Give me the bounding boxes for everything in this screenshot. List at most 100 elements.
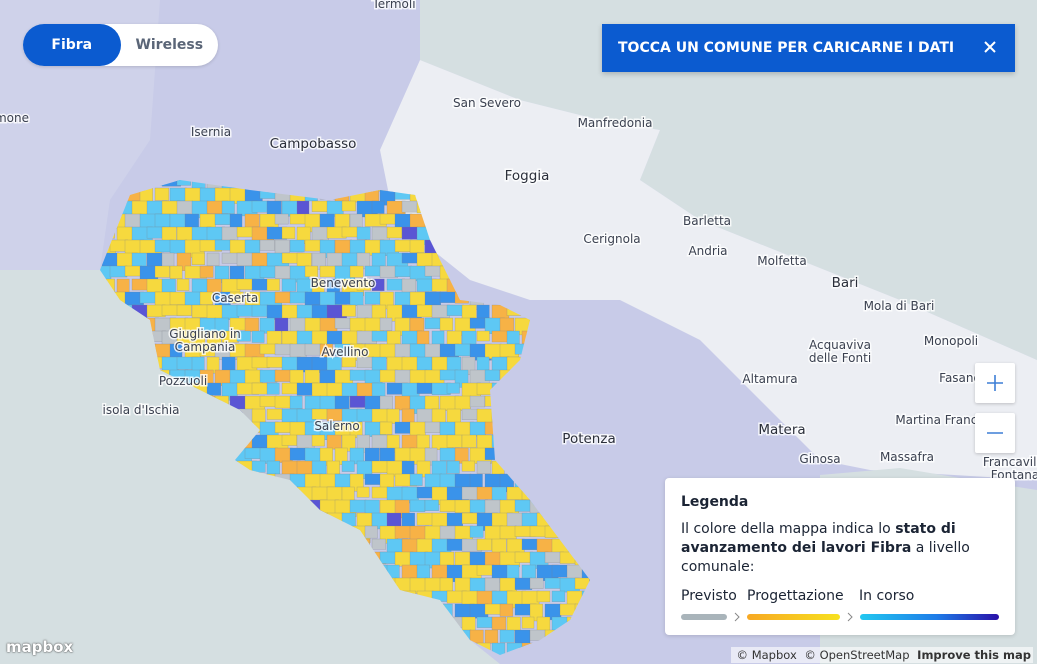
municipality[interactable] [154, 603, 174, 620]
municipality[interactable] [139, 551, 157, 566]
municipality[interactable] [311, 408, 328, 420]
municipality[interactable] [229, 525, 246, 543]
toggle-option[interactable]: Wireless [135, 37, 204, 53]
municipality[interactable] [296, 512, 317, 529]
municipality[interactable] [386, 642, 408, 660]
municipality[interactable] [154, 265, 170, 278]
municipality[interactable] [184, 291, 203, 306]
municipality[interactable] [461, 408, 480, 420]
municipality[interactable] [221, 590, 243, 605]
municipality[interactable] [154, 525, 168, 544]
municipality[interactable] [221, 564, 241, 579]
municipality[interactable] [341, 382, 360, 397]
municipality[interactable] [290, 656, 303, 664]
municipality[interactable] [169, 577, 190, 593]
municipality[interactable] [244, 317, 259, 332]
municipality[interactable] [221, 408, 237, 426]
municipality[interactable] [176, 434, 195, 451]
municipality[interactable] [364, 499, 380, 515]
municipality[interactable] [229, 551, 250, 567]
municipality[interactable] [199, 213, 216, 230]
municipality[interactable] [296, 616, 312, 631]
municipality[interactable] [161, 512, 180, 527]
municipality[interactable] [394, 421, 411, 434]
municipality[interactable] [364, 447, 380, 462]
municipality[interactable] [146, 564, 160, 581]
municipality[interactable] [169, 473, 183, 492]
municipality[interactable] [109, 577, 128, 595]
municipality[interactable] [349, 629, 371, 643]
municipality[interactable] [154, 499, 177, 515]
municipality[interactable] [326, 512, 344, 530]
municipality[interactable] [379, 291, 394, 310]
municipality[interactable] [395, 656, 412, 664]
municipality[interactable] [95, 447, 111, 465]
municipality[interactable] [161, 486, 176, 500]
municipality[interactable] [139, 603, 155, 618]
municipality[interactable] [439, 317, 454, 331]
close-button[interactable] [981, 38, 999, 56]
municipality[interactable] [365, 656, 379, 664]
municipality[interactable] [424, 291, 441, 307]
municipality[interactable] [371, 538, 387, 550]
municipality[interactable] [364, 525, 378, 539]
municipality[interactable] [236, 564, 254, 577]
municipality[interactable] [206, 278, 222, 293]
municipality[interactable] [364, 629, 380, 645]
municipality[interactable] [251, 200, 269, 213]
municipality[interactable] [116, 330, 135, 343]
municipality[interactable] [424, 629, 444, 642]
municipality[interactable] [274, 499, 297, 515]
municipality[interactable] [161, 616, 183, 634]
municipality[interactable] [341, 434, 356, 452]
municipality[interactable] [124, 447, 138, 464]
municipality[interactable] [401, 590, 417, 604]
municipality[interactable] [229, 291, 244, 304]
municipality[interactable] [349, 265, 364, 278]
municipality[interactable] [154, 213, 171, 228]
municipality[interactable] [469, 629, 484, 644]
municipality[interactable] [469, 473, 483, 489]
municipality[interactable] [131, 616, 151, 634]
municipality[interactable] [95, 499, 111, 514]
municipality[interactable] [101, 330, 117, 347]
municipality[interactable] [311, 252, 326, 270]
municipality[interactable] [266, 278, 280, 291]
municipality[interactable] [101, 538, 119, 556]
municipality[interactable] [131, 460, 153, 478]
municipality[interactable] [311, 460, 327, 475]
municipality[interactable] [214, 447, 230, 466]
municipality[interactable] [416, 512, 433, 526]
municipality[interactable] [275, 656, 292, 664]
municipality[interactable] [311, 642, 327, 656]
municipality[interactable] [536, 616, 551, 632]
municipality[interactable] [341, 538, 356, 553]
municipality[interactable] [266, 200, 282, 216]
municipality[interactable] [394, 395, 411, 411]
municipality[interactable] [101, 460, 120, 473]
municipality[interactable] [431, 278, 450, 292]
municipality[interactable] [131, 434, 154, 447]
municipality[interactable] [206, 252, 220, 266]
municipality[interactable] [260, 656, 277, 664]
municipality[interactable] [124, 265, 143, 277]
municipality[interactable] [401, 226, 419, 240]
municipality[interactable] [349, 603, 372, 620]
municipality[interactable] [311, 564, 333, 581]
municipality[interactable] [110, 656, 124, 664]
municipality[interactable] [334, 395, 350, 410]
municipality[interactable] [416, 356, 433, 371]
municipality[interactable] [304, 291, 321, 306]
municipality[interactable] [139, 421, 161, 435]
municipality[interactable] [410, 656, 426, 664]
municipality[interactable] [131, 590, 148, 606]
municipality[interactable] [200, 656, 220, 664]
municipality[interactable] [455, 656, 473, 664]
municipality[interactable] [236, 538, 255, 550]
municipality[interactable] [176, 590, 198, 603]
municipality[interactable] [184, 473, 208, 489]
municipality[interactable] [274, 447, 293, 463]
municipality[interactable] [334, 577, 350, 594]
municipality[interactable] [521, 564, 536, 579]
municipality[interactable] [334, 447, 348, 465]
